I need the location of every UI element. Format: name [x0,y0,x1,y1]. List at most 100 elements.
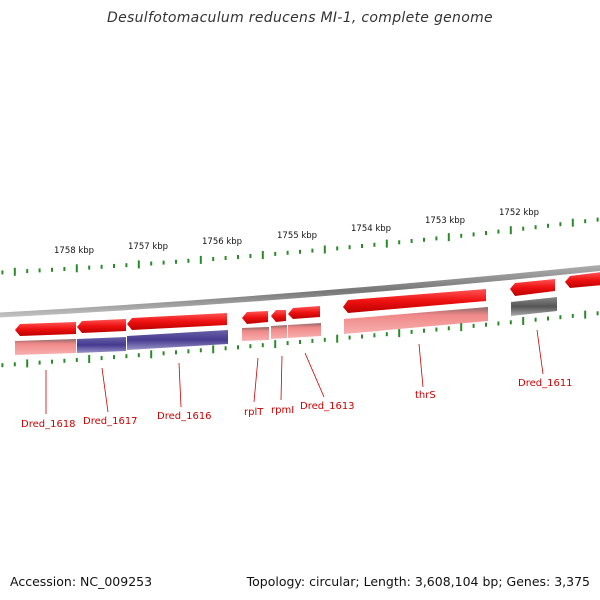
ruler-minor-tick [361,244,363,248]
inner-ruler-minor-tick [534,317,537,322]
inner-ruler-minor-tick [38,360,41,365]
ruler-minor-tick [162,260,165,265]
inner-ruler-major-tick [398,329,401,338]
scale-labels: 1758 kbp 1757 kbp 1756 kbp 1755 kbp 1754… [54,208,539,256]
ruler-minor-tick [472,232,475,237]
product-rpmi [271,325,287,339]
gene-label-rpmi[interactable]: rpmI [271,405,294,416]
inner-ruler-minor-tick [137,353,140,358]
ruler-major-tick [509,226,512,235]
ruler-minor-tick [373,242,376,247]
label-leaders [45,329,544,414]
gene-label-rplt[interactable]: rplT [244,407,264,418]
ruler-minor-tick [125,263,128,268]
inner-ruler-minor-tick [323,337,326,342]
ruler-minor-tick [51,267,53,272]
gene-arrow-dred-1611[interactable] [510,279,555,296]
ruler-minor-tick [274,251,277,256]
scale-label-1753: 1753 kbp [425,216,465,226]
inner-ruler-minor-tick [224,346,227,351]
inner-ruler-minor-tick [361,334,363,339]
gene-products [15,297,557,355]
ruler-minor-tick [187,258,190,263]
ruler-minor-tick [311,248,314,253]
product-dred-1617 [77,337,126,353]
inner-ruler-major-tick [274,340,277,349]
gene-arrow-next[interactable] [565,272,600,288]
ruler-minor-tick [38,268,41,273]
map-title: Desulfotomaculum reducens MI-1, complete… [107,10,493,26]
gene-arrow-dred-1616[interactable] [127,313,227,330]
inner-ruler-minor-tick [311,338,314,343]
topology-text: Topology: circular; Length: 3,608,104 bp… [246,574,590,589]
leader-dred-1617 [101,367,109,413]
inner-ruler-minor-tick [423,328,425,333]
gene-arrow-rpmi[interactable] [271,310,286,322]
gene-arrow-thrs[interactable] [343,289,486,313]
gene-arrow-dred-1618[interactable] [15,322,76,336]
gene-label-dred-1616[interactable]: Dred_1616 [157,411,212,422]
scale-label-1752: 1752 kbp [499,208,539,218]
scale-label-1754: 1754 kbp [351,224,391,234]
gene-labels: Dred_1618 Dred_1617 Dred_1616 rplT rpmI … [21,378,573,430]
inner-ruler-minor-tick [547,316,549,321]
ruler-major-tick [261,251,264,259]
inner-ruler-minor-tick [559,315,562,320]
ruler-minor-tick [410,239,413,243]
gene-label-thrs[interactable]: thrS [415,390,436,401]
gene-arrow-rplt[interactable] [242,311,268,324]
ruler-minor-tick [596,217,599,222]
gene-label-dred-1618[interactable]: Dred_1618 [21,419,76,430]
ruler-major-tick [75,264,78,273]
scale-label-1757: 1757 kbp [128,242,168,252]
inner-ruler-minor-tick [13,362,16,367]
gene-arrow-dred-1617[interactable] [77,319,126,333]
inner-ruler-minor-tick [199,348,202,353]
inner-ruler-major-tick [584,310,587,319]
inner-ruler-major-tick [522,317,525,325]
ruler-major-tick [571,218,574,227]
product-dred-1611 [511,297,557,316]
ruler-minor-tick [435,236,438,241]
ruler-minor-tick [460,233,463,238]
scale-label-1756: 1756 kbp [202,237,242,247]
inner-ruler-minor-tick [51,359,53,364]
leader-thrs [418,343,424,388]
inner-ruler-minor-tick [63,358,66,363]
inner-ruler-minor-tick [249,344,252,349]
leader-rplt [253,357,259,403]
ruler-minor-tick [398,240,401,245]
ruler-minor-tick [100,264,103,269]
inner-ruler-minor-tick [497,321,500,326]
leader-dred-1616 [178,362,182,408]
inner-ruler-major-tick [150,350,153,359]
ruler-major-tick [447,233,450,242]
product-dred-1616 [127,330,228,350]
inner-ruler-minor-tick [410,329,413,334]
inner-ruler-major-tick [460,323,463,332]
ruler-minor-tick [299,249,301,254]
inner-ruler-minor-tick [113,355,115,360]
gene-label-dred-1611[interactable]: Dred_1611 [518,378,573,389]
inner-ruler-minor-tick [373,333,376,338]
ruler-minor-tick [286,250,289,255]
gene-label-dred-1617[interactable]: Dred_1617 [83,416,138,427]
scale-label-1758: 1758 kbp [54,246,94,256]
ruler-minor-tick [26,269,29,274]
ruler-minor-tick [534,225,537,230]
ruler-major-tick [385,239,388,248]
gene-arrow-dred-1613[interactable] [288,306,320,319]
ruler-minor-tick [423,237,425,242]
accession-text: Accession: NC_009253 [10,574,153,589]
ruler-minor-tick [224,256,227,260]
ruler-minor-tick [88,265,91,270]
inner-ruler-minor-tick [75,357,78,362]
inner-ruler-minor-tick [175,350,177,355]
inner-ruler-minor-tick [571,313,574,318]
inner-ruler-minor-tick [237,345,239,350]
ruler-major-tick [13,267,16,276]
inner-ruler-major-tick [88,355,91,363]
ruler-minor-tick [113,264,115,268]
gene-label-dred-1613[interactable]: Dred_1613 [300,401,355,412]
